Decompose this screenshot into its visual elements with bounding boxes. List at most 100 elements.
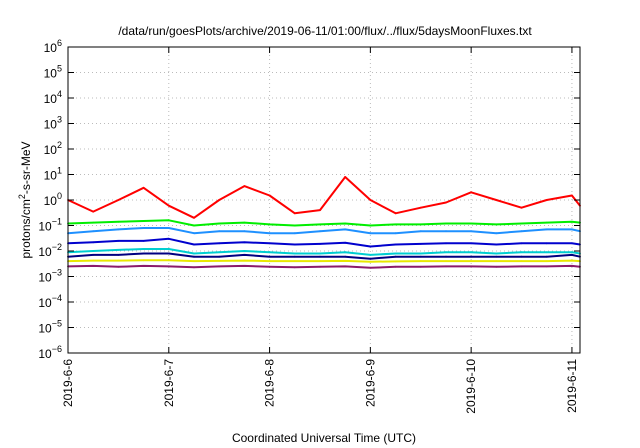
data-point [445,222,447,225]
data-point [193,224,195,227]
y-axis-label: protons/cm2-s-sr-MeV [17,141,33,258]
data-point [117,259,120,262]
data-point [419,243,422,245]
data-point [344,260,347,262]
data-point [193,252,195,255]
data-point [495,265,498,268]
data-point [243,254,246,256]
data-point [419,230,422,233]
data-point [495,243,498,246]
data-point [243,230,246,233]
data-point [344,265,347,268]
data-point [495,223,498,226]
series-line [67,259,581,263]
data-point [369,266,372,269]
series-line [67,219,581,227]
data-point [319,255,321,258]
data-point [571,265,573,267]
y-tick-label: 106 [44,38,62,55]
series-line [67,252,581,260]
data-point [142,248,145,250]
data-point [394,265,397,268]
y-tick-label-exponent: 0 [57,191,62,201]
y-tick-label: 105 [44,64,62,81]
data-point [268,242,271,245]
data-point [167,237,170,240]
data-point [369,245,372,248]
data-point [92,265,95,267]
data-point [218,260,221,262]
data-point [142,240,145,242]
data-point [268,194,271,197]
data-point [268,232,271,235]
data-point [495,199,498,201]
data-point [243,185,246,188]
x-axis-ticks: 2019-6-6 2019-6-7 2019-6-8 2019-6-9 2019-6-1… [61,47,579,414]
data-point [268,265,271,268]
x-tick-label: 2019-6-9 [363,359,377,407]
data-point [193,243,195,246]
data-point [167,227,170,229]
data-point [470,222,472,225]
data-point [193,266,195,269]
data-point [293,255,296,258]
y-tick-label-exponent: 2 [57,140,62,150]
data-point [545,199,548,201]
y-tick-label-exponent: 5 [57,64,62,74]
data-point [495,255,498,258]
data-point [193,255,195,258]
data-point [470,191,472,194]
y-tick-label-exponent: −1 [52,217,62,227]
data-point [117,254,120,256]
data-point [243,265,246,267]
data-point [268,223,271,226]
data-point [419,260,422,262]
y-axis-ticks: 10−610−510−410−310−210−11001011021031041… [38,38,580,361]
series-line [67,248,581,256]
y-tick-label-base: 10 [38,245,52,259]
chart-title: /data/run/goesPlots/archive/2019-06-11/0… [118,24,532,38]
data-point [319,265,321,268]
data-point [92,230,95,233]
data-point [419,223,422,226]
data-point [293,252,296,255]
y-tick-label-base: 10 [38,271,52,285]
data-point [142,252,145,255]
y-tick-label-base: 10 [38,220,52,234]
data-point [142,220,145,222]
data-point [92,250,95,252]
data-point [445,242,447,245]
data-point [369,257,372,260]
data-point [445,201,447,204]
data-point [117,199,120,201]
data-point [445,230,447,233]
data-point [419,255,422,258]
x-axis-label: Coordinated Universal Time (UTC) [232,431,416,445]
data-point [344,251,347,254]
data-point [470,265,472,268]
data-point [520,206,523,209]
y-tick-label-exponent: −2 [52,242,62,252]
data-point [344,255,347,258]
data-point [344,228,347,231]
grid-lines [68,47,580,353]
data-point [394,223,397,226]
data-point [520,242,523,245]
data-point [293,232,296,235]
x-tick-label: 2019-6-6 [61,359,75,407]
data-point [117,220,120,223]
data-point [520,265,523,268]
data-point [117,228,120,231]
y-tick-label-base: 10 [38,322,52,336]
y-tick-label-exponent: −3 [52,268,62,278]
data-point [218,242,221,245]
data-point [268,251,271,254]
data-point [394,255,397,258]
data-point [243,250,246,252]
data-point [167,248,170,250]
data-point [243,221,246,224]
data-point [495,232,498,235]
data-point [167,219,170,222]
data-point [495,252,498,255]
y-axis-label-sup: 2 [17,194,27,199]
